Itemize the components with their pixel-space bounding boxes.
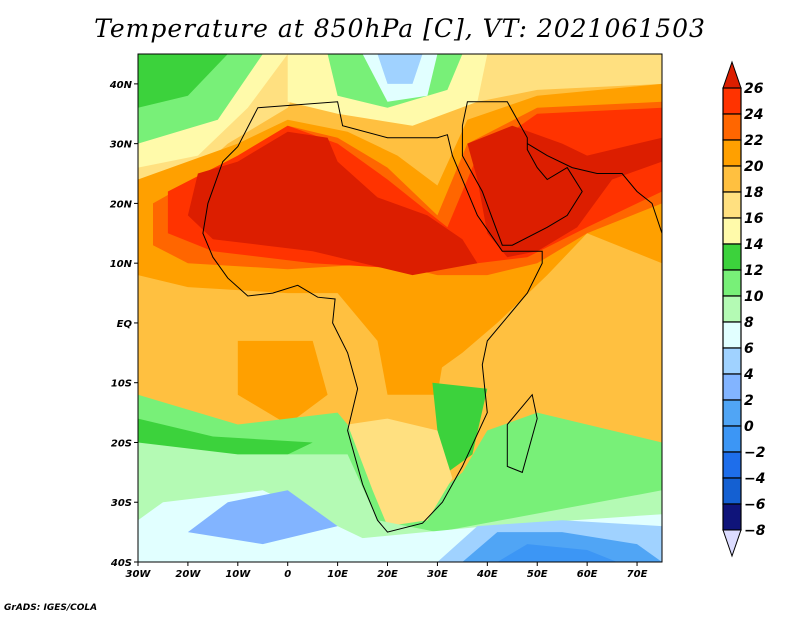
lon-label: 10W [225,569,251,580]
map-frame [137,53,663,563]
lat-label: 10N [110,259,133,270]
lat-label: 40S [110,558,132,569]
lat-label: 30N [110,140,133,151]
colorbar-label: 14 [744,237,763,253]
colorbar-label: 6 [744,341,754,357]
colorbar-under-arrow [722,529,742,558]
madagascar-coastline [506,393,538,474]
temperature-region [477,54,662,102]
colorbar-box [722,113,742,141]
lat-label: 10S [111,379,132,390]
temperature-region [377,334,448,395]
colorbar-box [722,191,742,219]
colorbar-box [722,347,742,375]
colorbar-label: 18 [744,185,764,201]
colorbar-label: −2 [744,445,765,461]
africa-coastline [202,101,543,533]
temperature-region [467,125,662,258]
lon-label: 70E [627,569,648,580]
lon-label: 60E [577,569,598,580]
temperature-region [497,544,618,562]
lon-label: 30W [126,569,152,580]
lon-label: 0 [284,569,291,580]
colorbar-box [722,373,742,401]
temperature-region [347,418,453,527]
colorbar-box [722,477,742,505]
colorbar-label: 0 [744,419,754,435]
temperature-region [187,131,478,276]
colorbar-label: 20 [744,159,764,175]
lon-label: 30E [427,569,448,580]
colorbar-box [722,87,742,115]
colorbar-box [722,165,742,193]
temperature-region [237,340,328,425]
colorbar-box [722,503,742,531]
colorbar-label: −6 [744,497,766,513]
colorbar-label: 8 [744,315,754,331]
colorbar-box [722,269,742,297]
lon-label: 40E [476,569,498,580]
temperature-region [138,54,228,108]
grads-credit: GrADS: IGES/COLA [4,603,98,613]
colorbar-label: −4 [744,471,765,487]
lat-label: EQ [117,319,133,330]
colorbar-label: 24 [744,107,763,123]
arabia-coastline [461,101,583,246]
colorbar-label: 2 [744,393,754,409]
map-title: Temperature at 850hPa [C], VT: 202106150… [94,14,706,43]
colorbar-box [722,451,742,479]
lon-label: 50E [527,569,548,580]
colorbar-label: 4 [743,367,754,383]
lat-label: 30S [111,498,132,509]
colorbar-box [722,321,742,349]
colorbar-box [722,425,742,453]
temperature-region [377,54,423,84]
lon-label: 20W [175,569,201,580]
colorbar-label: 10 [744,289,764,305]
temperature-region [187,490,338,545]
colorbar-box [722,243,742,271]
colorbar-box [722,295,742,323]
colorbar-over-arrow [722,60,742,89]
lon-label: 10E [327,569,348,580]
colorbar-label: 16 [744,211,764,227]
colorbar-box [722,139,742,167]
colorbar-label: −8 [744,523,766,539]
lat-label: 20N [110,199,133,210]
temperature-region [432,382,488,473]
colorbar-label: 12 [744,263,763,279]
lat-label: 20S [111,438,132,449]
asia-coastline [527,143,662,234]
lon-label: 20E [377,569,398,580]
lat-label: 40N [109,80,133,91]
colorbar-box [722,217,742,245]
shaded-field [138,54,662,562]
colorbar-label: 22 [744,133,763,149]
colorbar-label: 26 [744,81,764,97]
colorbar-box [722,399,742,427]
